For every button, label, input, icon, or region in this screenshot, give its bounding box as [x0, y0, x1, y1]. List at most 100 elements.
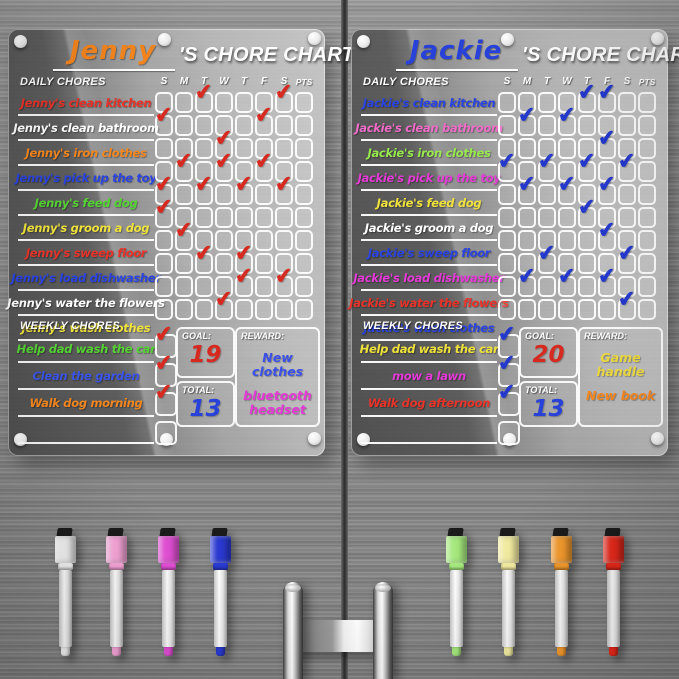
grid-cell[interactable]: ✔ [497, 149, 517, 182]
grid-cell[interactable] [255, 253, 273, 274]
grid-cell[interactable]: ✔ [214, 287, 234, 320]
grid-cell[interactable] [638, 161, 656, 182]
grid-cell[interactable] [255, 299, 273, 320]
grid-cell[interactable] [498, 184, 516, 205]
grid-cell[interactable]: ✔ [194, 80, 214, 113]
grid-cell[interactable]: ✔ [557, 103, 577, 136]
chore-label[interactable]: Help dad wash the car [16, 341, 156, 356]
grid-cell[interactable] [518, 161, 536, 182]
grid-cell[interactable]: ✔ [617, 287, 637, 320]
chore-label[interactable]: Jackie's feed dog [376, 195, 482, 210]
chart-name[interactable]: Jenny [69, 36, 157, 66]
grid-cell[interactable] [155, 138, 173, 159]
grid-cell[interactable] [295, 115, 313, 136]
grid-cell[interactable] [598, 207, 616, 228]
grid-cell[interactable] [578, 276, 596, 297]
grid-cell[interactable]: ✔ [577, 80, 597, 113]
grid-cell[interactable] [498, 230, 516, 251]
reward-item[interactable]: Game handle [596, 350, 645, 380]
grid-cell[interactable]: ✔ [194, 172, 214, 205]
marker-magenta[interactable] [158, 528, 179, 656]
grid-cell[interactable] [235, 161, 253, 182]
grid-cell[interactable] [558, 253, 576, 274]
grid-cell[interactable] [255, 276, 273, 297]
grid-cell[interactable] [518, 138, 536, 159]
grid-cell[interactable] [275, 230, 293, 251]
grid-cell[interactable] [295, 207, 313, 228]
grid-cell[interactable] [255, 230, 273, 251]
chore-label[interactable]: Jackie's pick up the toy [357, 170, 501, 185]
grid-cell[interactable]: ✔ [597, 80, 617, 113]
chore-label[interactable]: Clean the garden [32, 368, 140, 383]
grid-cell[interactable] [175, 299, 193, 320]
grid-cell[interactable]: ✔ [517, 264, 537, 297]
grid-cell[interactable] [215, 92, 233, 113]
grid-cell[interactable] [538, 299, 556, 320]
grid-cell[interactable] [638, 184, 656, 205]
weekly-checkbox[interactable]: ✔ [497, 380, 520, 416]
marker-red[interactable] [603, 528, 624, 656]
grid-cell[interactable] [155, 276, 173, 297]
grid-cell[interactable] [618, 184, 636, 205]
grid-cell[interactable] [295, 138, 313, 159]
grid-cell[interactable] [558, 138, 576, 159]
grid-cell[interactable] [215, 207, 233, 228]
grid-cell[interactable] [195, 230, 213, 251]
grid-cell[interactable] [295, 184, 313, 205]
grid-cell[interactable] [295, 253, 313, 274]
grid-cell[interactable] [538, 184, 556, 205]
marker-orange[interactable] [551, 528, 572, 656]
grid-cell[interactable] [175, 184, 193, 205]
grid-cell[interactable] [195, 276, 213, 297]
weekly-checkbox[interactable]: ✔ [497, 322, 520, 358]
grid-cell[interactable] [175, 138, 193, 159]
grid-cell[interactable] [215, 230, 233, 251]
grid-cell[interactable] [255, 92, 273, 113]
grid-cell[interactable] [518, 92, 536, 113]
grid-cell[interactable] [175, 207, 193, 228]
chore-label[interactable]: Help dad wash the car [359, 341, 499, 356]
marker-yellow[interactable] [498, 528, 519, 656]
grid-cell[interactable] [558, 207, 576, 228]
total-value[interactable]: 13 [532, 396, 565, 422]
grid-cell[interactable]: ✔ [617, 241, 637, 274]
goal-value[interactable]: 20 [532, 342, 565, 368]
grid-cell[interactable]: ✔ [214, 149, 234, 182]
grid-cell[interactable]: ✔ [537, 241, 557, 274]
grid-cell[interactable] [638, 299, 656, 320]
grid-cell[interactable] [518, 253, 536, 274]
grid-cell[interactable] [195, 207, 213, 228]
chore-label[interactable]: Jenny's water the flowers [7, 295, 165, 310]
chore-label[interactable]: Jackie's wash clothes [363, 320, 495, 335]
grid-cell[interactable] [175, 276, 193, 297]
grid-cell[interactable] [578, 184, 596, 205]
chore-label[interactable]: mow a lawn [392, 368, 466, 383]
marker-white[interactable] [55, 528, 76, 656]
grid-cell[interactable] [275, 207, 293, 228]
grid-cell[interactable] [295, 92, 313, 113]
grid-cell[interactable] [598, 115, 616, 136]
grid-cell[interactable]: ✔ [617, 149, 637, 182]
fridge-handle-right[interactable] [373, 582, 393, 679]
grid-cell[interactable] [155, 299, 173, 320]
grid-cell[interactable] [195, 138, 213, 159]
chore-label[interactable]: Jenny's pick up the toy [15, 170, 157, 185]
grid-cell[interactable] [598, 161, 616, 182]
grid-cell[interactable]: ✔ [154, 195, 174, 228]
grid-cell[interactable]: ✔ [274, 172, 294, 205]
grid-cell[interactable]: ✔ [597, 172, 617, 205]
grid-cell[interactable] [235, 115, 253, 136]
chore-label[interactable]: Jackie's groom a dog [364, 220, 494, 235]
grid-cell[interactable] [638, 230, 656, 251]
grid-cell[interactable] [638, 253, 656, 274]
goal-value[interactable]: 19 [189, 342, 222, 368]
grid-cell[interactable] [638, 138, 656, 159]
weekly-checkbox[interactable]: ✔ [154, 322, 177, 358]
chore-label[interactable]: Jenny's groom a dog [22, 220, 150, 235]
grid-cell[interactable] [155, 92, 173, 113]
chore-label[interactable]: Jackie's sweep floor [367, 245, 491, 260]
chore-label[interactable]: Jenny's wash clothes [21, 320, 151, 335]
chore-label[interactable]: Jenny's feed dog [34, 195, 138, 210]
grid-cell[interactable] [618, 115, 636, 136]
total-value[interactable]: 13 [189, 396, 222, 422]
